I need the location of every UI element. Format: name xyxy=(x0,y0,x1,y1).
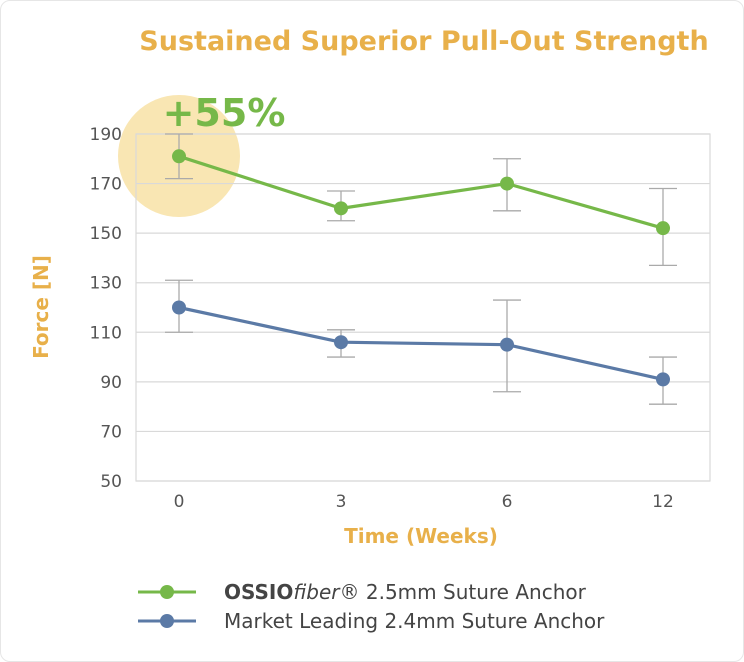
data-point xyxy=(172,300,186,315)
x-tick-label: 0 xyxy=(174,492,185,512)
y-tick-label: 130 xyxy=(90,274,122,294)
x-tick-label: 12 xyxy=(652,492,674,512)
data-point xyxy=(656,372,670,387)
data-point xyxy=(500,337,514,352)
error-bars xyxy=(165,133,677,405)
legend-brand-rest: ® 2.5mm Suture Anchor xyxy=(340,580,587,604)
y-tick-label: 150 xyxy=(90,224,122,244)
x-tick-label: 6 xyxy=(502,492,513,512)
y-tick-label: 90 xyxy=(100,373,122,393)
series-line-1 xyxy=(178,305,664,381)
data-point xyxy=(656,221,670,236)
y-tick-label: 190 xyxy=(90,125,122,145)
y-tick-label: 110 xyxy=(90,323,122,343)
series-points xyxy=(172,149,670,387)
chart-title: Sustained Superior Pull-Out Strength xyxy=(139,26,708,57)
y-tick-label: 50 xyxy=(100,472,122,492)
legend-label-ossiofiber: OSSIOfiber® 2.5mm Suture Anchor xyxy=(224,580,587,604)
y-axis-label: Force [N] xyxy=(29,255,53,359)
data-point xyxy=(334,335,348,350)
x-axis-ticks: 0 3 6 12 xyxy=(174,492,674,512)
y-tick-label: 170 xyxy=(90,175,122,195)
series-line-0 xyxy=(178,154,664,230)
plot-area xyxy=(135,133,711,482)
legend-label-market-leading: Market Leading 2.4mm Suture Anchor xyxy=(224,609,605,633)
legend-item-market-leading: Market Leading 2.4mm Suture Anchor xyxy=(138,609,605,633)
series-lines xyxy=(178,154,664,381)
legend-brand-italic: fiber xyxy=(293,580,341,604)
data-point xyxy=(334,201,348,216)
callout-percent-label: +55% xyxy=(163,91,286,135)
legend: OSSIOfiber® 2.5mm Suture Anchor Market L… xyxy=(138,580,605,633)
data-point xyxy=(500,176,514,191)
y-axis-ticks: 190 170 150 130 110 90 70 50 xyxy=(90,125,122,492)
y-tick-label: 70 xyxy=(100,422,122,442)
legend-item-ossiofiber: OSSIOfiber® 2.5mm Suture Anchor xyxy=(138,580,587,604)
x-tick-label: 3 xyxy=(336,492,347,512)
legend-swatch-marker xyxy=(160,614,174,628)
data-point xyxy=(172,149,186,164)
x-axis-label: Time (Weeks) xyxy=(344,524,498,548)
legend-swatch-marker xyxy=(160,585,174,599)
legend-brand-bold: OSSIO xyxy=(224,580,293,604)
